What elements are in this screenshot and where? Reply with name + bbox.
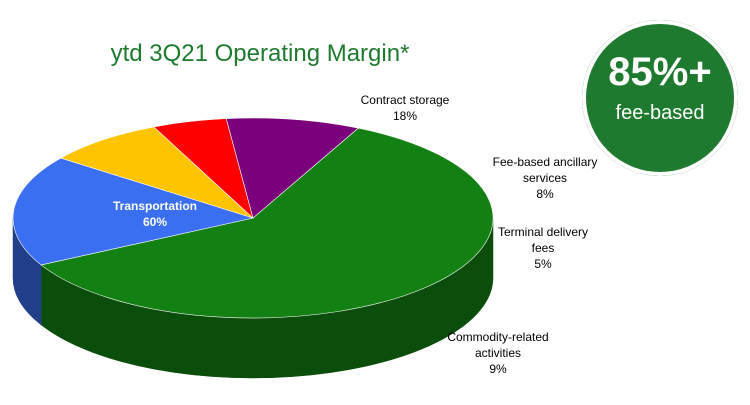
slice-label-1: Contract storage 18% xyxy=(361,93,450,123)
pie-slice-1 xyxy=(12,157,255,266)
fee-based-badge: 85%+ fee-based xyxy=(582,20,738,176)
chart-title: ytd 3Q21 Operating Margin* xyxy=(110,40,410,67)
pie-slice-0 xyxy=(40,127,494,319)
pie-slice-2 xyxy=(60,126,254,219)
badge-value: 85%+ xyxy=(608,50,712,94)
slice-label-0: Transportation 60% xyxy=(113,199,197,229)
slice-label-3: Terminal delivery fees 5% xyxy=(498,225,588,271)
pie-slice-4 xyxy=(225,117,359,219)
slice-label-2: Fee-based ancillary services 8% xyxy=(493,155,598,201)
badge-caption: fee-based xyxy=(615,102,705,124)
slice-label-4: Commodity-related activities 9% xyxy=(447,330,548,376)
